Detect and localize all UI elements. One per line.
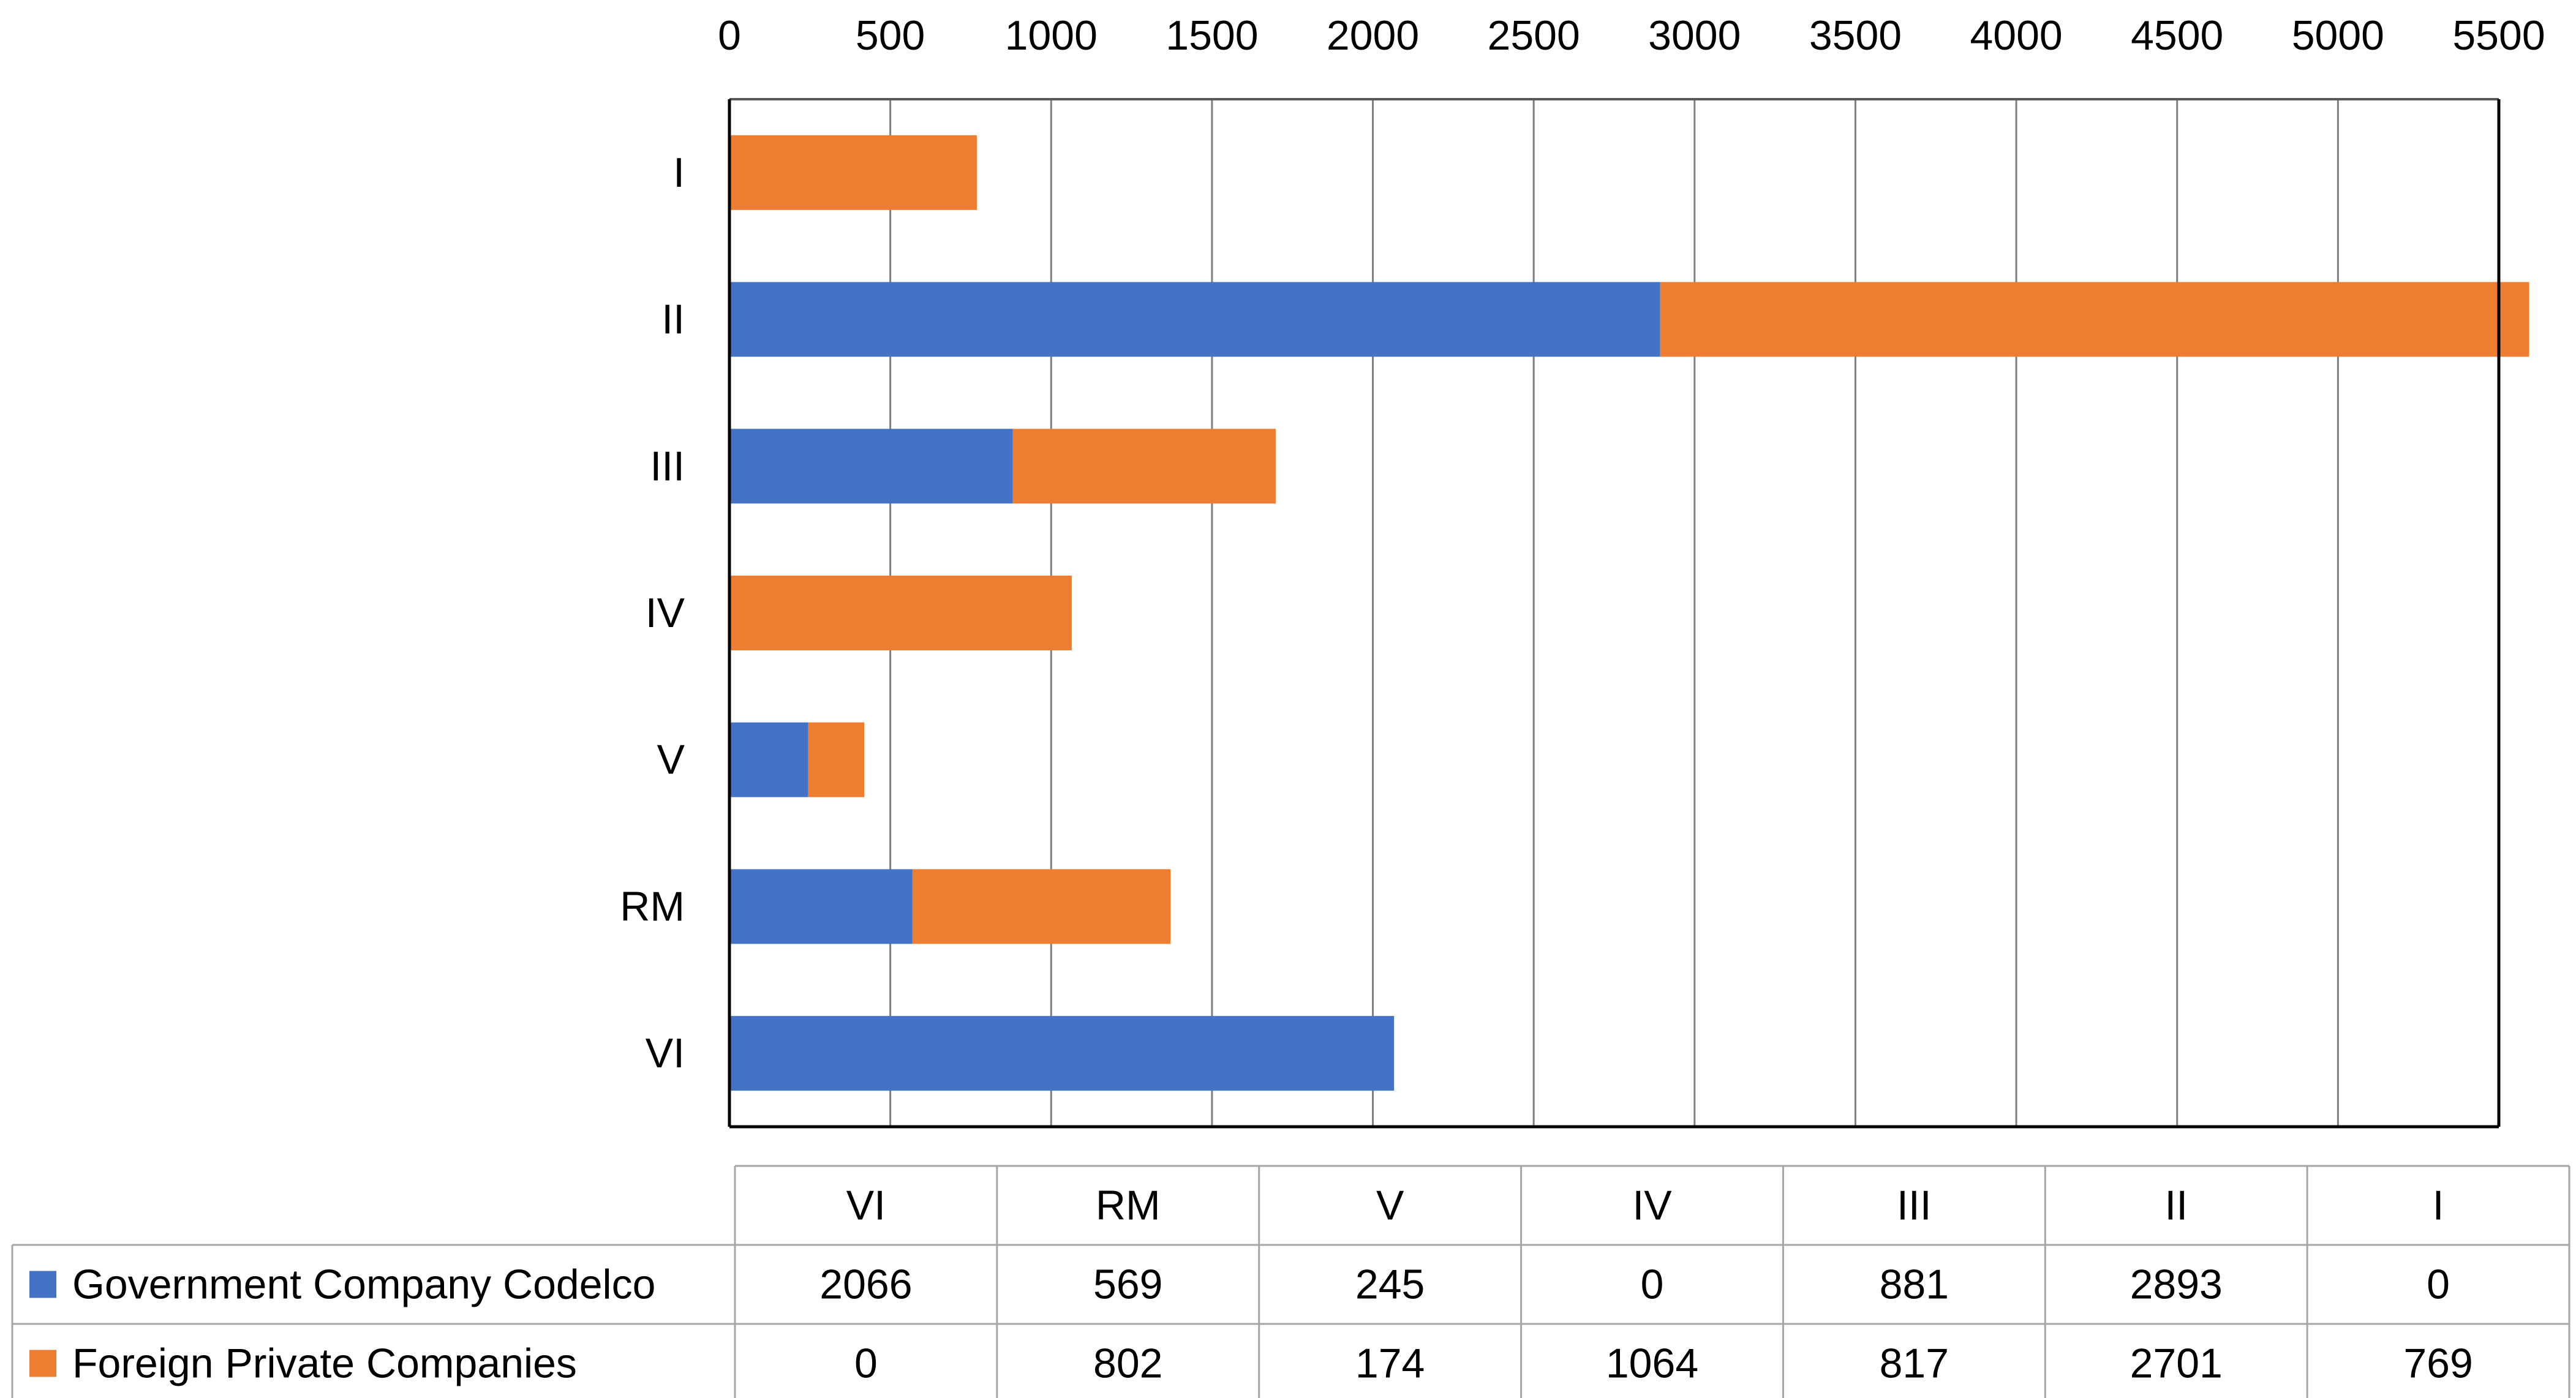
bar-I-series-1: [729, 135, 977, 210]
table-header-III: III: [1897, 1182, 1932, 1229]
x-tick-label-4000: 4000: [1970, 12, 2062, 59]
category-label-II: II: [661, 296, 685, 343]
bar-III-series-1: [1012, 429, 1276, 504]
table-value-0-RM: 569: [1093, 1261, 1162, 1308]
bar-RM-series-0: [729, 869, 913, 944]
bar-V-series-0: [729, 722, 808, 797]
bar-IV-series-1: [729, 576, 1072, 650]
category-label-VI: VI: [646, 1030, 685, 1077]
x-tick-label-0: 0: [718, 12, 741, 59]
table-value-0-III: 881: [1880, 1261, 1949, 1308]
category-label-V: V: [657, 737, 685, 783]
bar-V-series-1: [808, 722, 865, 797]
category-label-III: III: [650, 443, 685, 489]
x-tick-label-4500: 4500: [2131, 12, 2223, 59]
bar-III-series-0: [729, 429, 1013, 504]
legend-label-series-0: Government Company Codelco: [72, 1261, 655, 1308]
x-tick-label-5000: 5000: [2292, 12, 2384, 59]
x-tick-label-500: 500: [856, 12, 925, 59]
x-tick-label-3500: 3500: [1809, 12, 1902, 59]
x-tick-label-1000: 1000: [1005, 12, 1098, 59]
table-value-1-III: 817: [1880, 1340, 1949, 1387]
table-value-1-RM: 802: [1093, 1340, 1162, 1387]
table-header-VI: VI: [846, 1182, 886, 1229]
table-value-1-V: 174: [1355, 1340, 1425, 1387]
category-label-I: I: [673, 149, 685, 196]
bar-II-series-1: [1660, 282, 2529, 357]
table-value-0-V: 245: [1355, 1261, 1425, 1308]
table-value-0-IV: 0: [1641, 1261, 1664, 1308]
bar-VI-series-0: [729, 1016, 1395, 1091]
table-value-1-I: 769: [2403, 1340, 2472, 1387]
category-label-IV: IV: [646, 590, 685, 636]
table-value-0-VI: 2066: [819, 1261, 912, 1308]
legend-swatch-series-0: [29, 1271, 56, 1298]
legend-label-series-1: Foreign Private Companies: [72, 1340, 577, 1387]
table-header-V: V: [1376, 1182, 1404, 1229]
axis-layer: [728, 98, 2501, 1129]
table-value-1-II: 2701: [2130, 1340, 2223, 1387]
legend-swatch-series-1: [29, 1350, 56, 1377]
table-value-1-VI: 0: [854, 1340, 878, 1387]
table-header-I: I: [2433, 1182, 2444, 1229]
table-value-0-II: 2893: [2130, 1261, 2223, 1308]
category-label-RM: RM: [620, 883, 685, 930]
tick-labels: 0 500 1000 1500 2000 2500 3000 3500 4000 4500 5000…: [718, 12, 2545, 59]
x-tick-label-2500: 2500: [1488, 12, 1580, 59]
x-tick-label-1500: 1500: [1166, 12, 1258, 59]
table-header-IV: IV: [1632, 1182, 1672, 1229]
table-header-RM: RM: [1096, 1182, 1161, 1229]
x-tick-label-3000: 3000: [1648, 12, 1741, 59]
x-tick-label-5500: 5500: [2452, 12, 2545, 59]
bar-layer: [729, 135, 2529, 1091]
table-header-II: II: [2164, 1182, 2188, 1229]
table-value-1-IV: 1064: [1606, 1340, 1698, 1387]
x-tick-label-2000: 2000: [1327, 12, 1419, 59]
table-value-0-I: 0: [2427, 1261, 2450, 1308]
grid-layer: [889, 99, 2500, 1127]
bar-RM-series-1: [912, 869, 1171, 944]
bar-II-series-0: [729, 282, 1660, 357]
